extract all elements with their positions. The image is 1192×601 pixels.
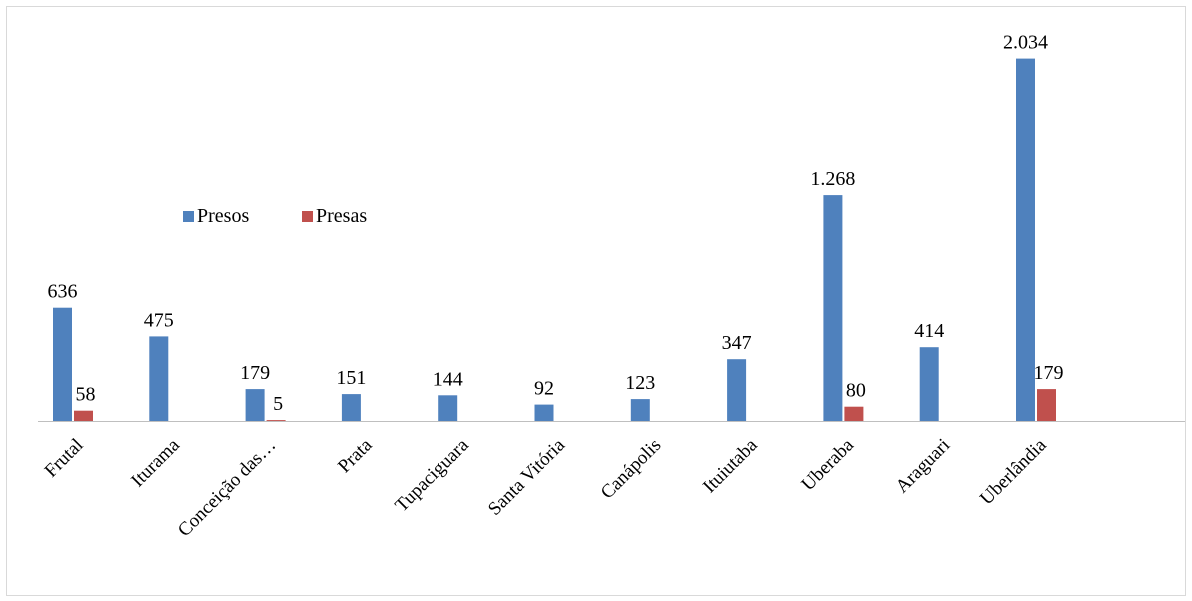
legend-swatch-presas [302,211,313,222]
bar-presos-santa-vitoria [534,404,554,421]
bar-presas-frutal [74,410,93,421]
data-label-presos-tupaciguara: 144 [433,368,463,390]
bar-presos-prata [341,394,361,421]
legend-swatch-presos [183,211,194,222]
data-label-presos-conceicao-das: 179 [240,362,270,384]
data-label-presos-uberlandia: 2.034 [1003,32,1048,54]
data-label-presos-santa-vitoria: 92 [534,378,554,400]
bar-presas-uberaba [844,406,864,421]
x-tick-label-frutal: Frutal [41,435,88,482]
data-label-presos-iturama: 475 [144,309,174,331]
bar-presos-araguari [919,347,939,421]
data-label-presos-prata: 151 [336,367,366,389]
data-label-presos-araguari: 414 [914,320,944,342]
bar-presos-uberlandia [1016,58,1035,421]
bars-layer [53,58,1056,421]
bar-presos-conceicao-das [245,389,265,421]
bar-presos-ituiutaba [727,359,747,421]
legend-label-presos: Presos [197,205,249,227]
data-label-presos-canapolis: 123 [625,372,655,394]
legend-label-presas: Presas [316,205,367,227]
bar-presas-uberlandia [1037,389,1056,421]
bar-presos-uberaba [823,195,843,421]
bar-presos-canapolis [630,399,650,421]
x-tick-label-iturama: Iturama [127,434,184,491]
x-tick-label-conceicao-das: Conceição das… [174,435,280,541]
data-label-presas-uberlandia: 179 [1034,362,1064,384]
x-tick-label-uberaba: Uberaba [798,434,859,495]
bar-presos-iturama [149,336,169,421]
data-label-presos-uberaba: 1.268 [810,168,855,190]
data-label-presos-ituiutaba: 347 [722,332,752,354]
x-tick-label-santa-vitoria: Santa Vitória [484,434,569,519]
x-tick-label-canapolis: Canápolis [597,435,666,504]
bar-presos-frutal [53,307,72,421]
data-label-presos-frutal: 636 [48,281,78,303]
data-label-presas-frutal: 58 [76,384,96,406]
x-tick-label-ituiutaba: Ituiutaba [699,434,762,497]
legend: Presos Presas [183,205,367,227]
bar-presos-tupaciguara [438,395,458,421]
data-label-presas-conceicao-das: 5 [273,393,283,415]
x-tick-label-tupaciguara: Tupaciguara [391,434,473,516]
x-tick-label-prata: Prata [334,434,377,477]
data-label-presas-uberaba: 80 [846,380,866,402]
x-tick-label-araguari: Araguari [892,435,955,498]
chart-frame [6,6,1186,596]
bar-presas-conceicao-das [266,420,286,421]
x-tick-label-uberlandia: Uberlândia [976,434,1051,509]
